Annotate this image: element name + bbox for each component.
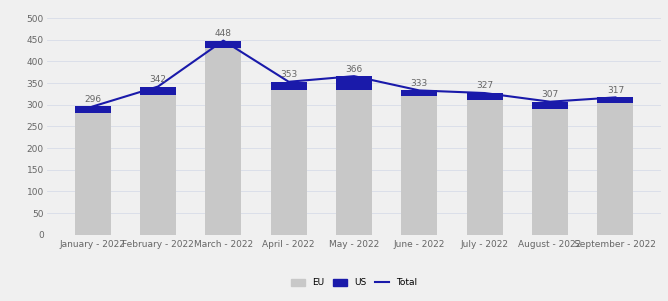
Text: 333: 333 (411, 79, 428, 88)
Text: 307: 307 (542, 90, 558, 99)
Bar (205, 48, 241, 235)
Bar (467, 93, 503, 101)
Text: 342: 342 (150, 75, 166, 84)
Bar (140, 87, 176, 95)
Bar (532, 109, 568, 235)
Bar (205, 41, 241, 48)
Bar (401, 90, 438, 96)
Text: 448: 448 (215, 29, 232, 38)
Bar (271, 82, 307, 90)
Text: 366: 366 (345, 64, 363, 73)
Legend: EU, US, Total: EU, US, Total (287, 275, 421, 291)
Text: 296: 296 (84, 95, 102, 104)
Bar (532, 102, 568, 109)
Text: 327: 327 (476, 82, 493, 90)
Bar (336, 90, 372, 235)
Text: 317: 317 (607, 86, 624, 95)
Bar (271, 90, 307, 235)
Bar (597, 103, 633, 235)
Bar (401, 96, 438, 235)
Bar (75, 107, 111, 113)
Text: 353: 353 (280, 70, 297, 79)
Bar (75, 113, 111, 235)
Bar (467, 101, 503, 235)
Bar (336, 76, 372, 90)
Bar (597, 98, 633, 103)
Bar (140, 95, 176, 235)
